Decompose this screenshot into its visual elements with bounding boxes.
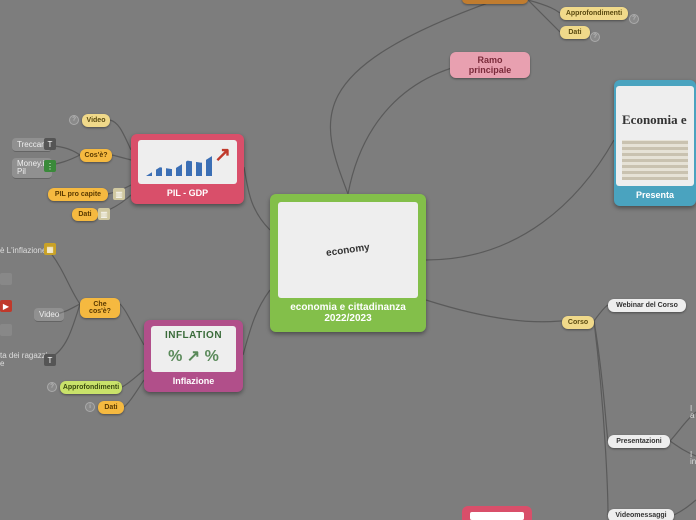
mindmap-canvas[interactable]: economia e cittadinanza 2022/2023 PIL - … [0,0,696,520]
dati-top-label: Dati [568,29,581,36]
badge-icon [0,324,12,336]
bottom-peek-node[interactable] [462,506,532,520]
dati-top-node[interactable]: Dati [560,26,590,39]
infl-dati-label: Dati [104,404,117,411]
farright-label-4: in [690,457,696,466]
badge-icon: ▦ [44,243,56,255]
inflazione-caption: Inflazione [173,376,215,386]
farright-leaf-4: in [690,457,696,466]
topic-inflazione-node[interactable]: Inflazione [144,320,243,392]
info-circle-icon[interactable]: i [85,402,95,412]
badge-icon: ⋮ [44,160,56,172]
inflazione-image [151,326,236,372]
videomessaggi-label: Videomessaggi [615,512,666,519]
infl-approf-label: Approfondimenti [63,384,119,391]
topic-pil-node[interactable]: PIL - GDP [131,134,244,204]
central-image [278,202,418,298]
presenta-image [616,86,694,186]
topic-presenta-node[interactable]: Presenta [614,80,696,206]
pil-procapite-node[interactable]: PIL pro capite [48,188,108,201]
pil-cose-label: Cos'è? [84,152,107,159]
badge-icon: ▥ [113,188,125,200]
farright-label-2: a [690,411,694,420]
infl-linflazione-label: è L'inflazione [0,246,46,255]
pil-dati-node[interactable]: Dati [72,208,98,221]
webinar-node[interactable]: Webinar del Corso [608,299,686,312]
bottom-peek-inner [470,512,524,520]
info-circle-icon[interactable]: ? [69,115,79,125]
corso-node[interactable]: Corso [562,316,594,329]
debito-node[interactable] [462,0,528,4]
pil-dati-label: Dati [78,211,91,218]
presentazioni-label: Presentazioni [616,438,662,445]
pil-treccani-label: Treccani [17,140,47,149]
approfondimenti-top-label: Approfondimenti [566,10,622,17]
info-circle-icon[interactable]: ? [47,382,57,392]
webinar-label: Webinar del Corso [616,302,678,309]
pil-image [138,140,237,184]
badge-icon [0,273,12,285]
infl-checosa-label: Che cos'è? [86,301,114,315]
approfondimenti-top-node[interactable]: Approfondimenti [560,7,628,20]
corso-label: Corso [568,319,588,326]
central-node[interactable]: economia e cittadinanza 2022/2023 [270,194,426,332]
pil-procapite-label: PIL pro capite [55,191,101,198]
presentazioni-node[interactable]: Presentazioni [608,435,670,448]
badge-icon: ▶ [0,300,12,312]
pil-video-node[interactable]: Video [82,114,110,127]
pil-caption: PIL - GDP [167,188,208,198]
farright-leaf-2: a [690,411,694,420]
videomessaggi-node[interactable]: Videomessaggi [608,509,674,520]
ramo-label: Ramo principale [456,55,524,75]
info-circle-icon[interactable]: ? [590,32,600,42]
infl-ragazzi-leaf[interactable]: ta dei ragazzi e [0,352,48,368]
infl-linflazione-leaf[interactable]: è L'inflazione [0,246,46,255]
pil-video-label: Video [87,117,106,124]
badge-icon: T [44,354,56,366]
infl-video-label: Video [39,310,59,319]
infl-ragazzi-label2: e [0,359,4,368]
pil-moneyit-label2: Pil [17,167,26,176]
pil-cose-node[interactable]: Cos'è? [80,149,112,162]
infl-checosa-node[interactable]: Che cos'è? [80,298,120,318]
badge-icon: ▥ [98,208,110,220]
infl-ragazzi-label: ta dei ragazzi [0,351,48,360]
badge-icon: T [44,138,56,150]
presenta-caption: Presenta [636,190,674,200]
ramo-principale-node[interactable]: Ramo principale [450,52,530,78]
central-caption: economia e cittadinanza 2022/2023 [278,302,418,324]
info-circle-icon[interactable]: ? [629,14,639,24]
infl-approf-node[interactable]: Approfondimenti [60,381,122,394]
infl-dati-node[interactable]: Dati [98,401,124,414]
infl-video-leaf[interactable]: Video [34,308,64,322]
